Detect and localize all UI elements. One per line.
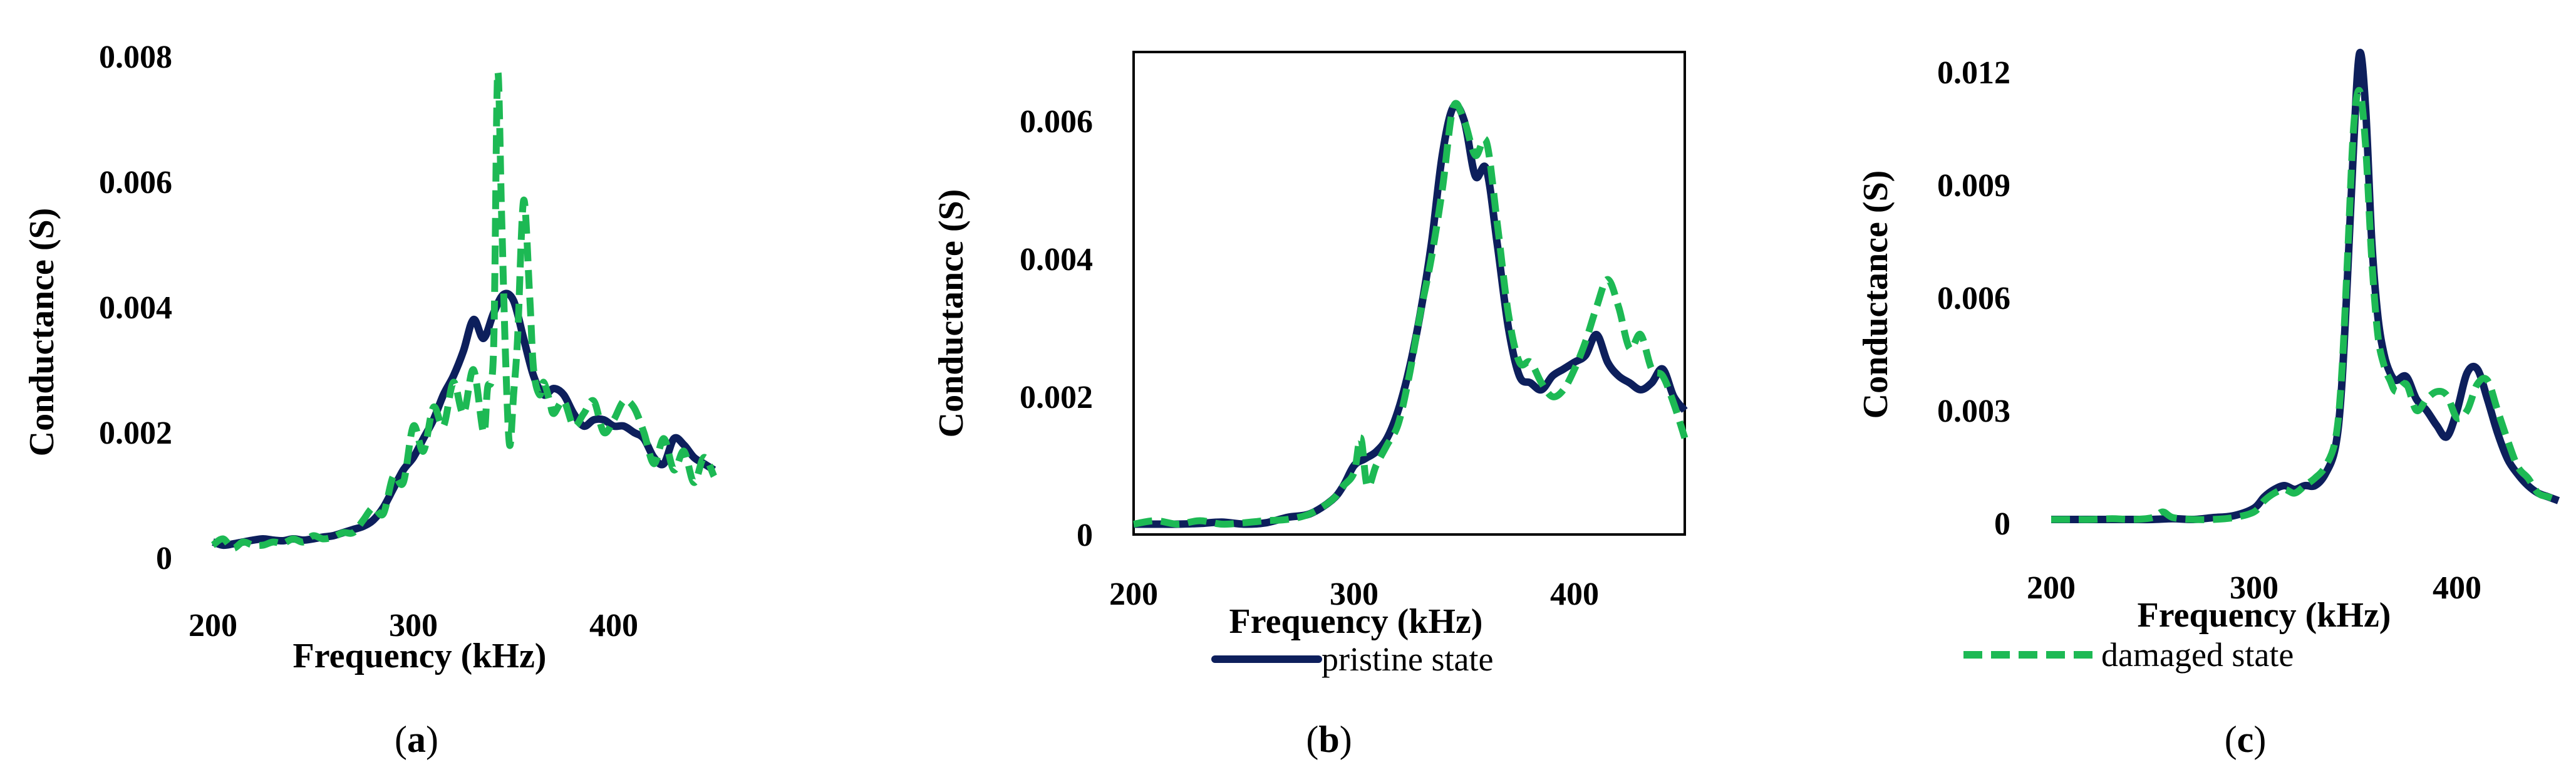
damaged-series-line-a <box>210 68 718 552</box>
ytick-label-c-0: 0 <box>1994 506 2010 542</box>
chart-panel-a: 0 0.002 0.004 0.006 0.008 200 300 400 Conductan… <box>23 39 718 760</box>
ytick-label-b-2: 0.004 <box>1020 242 1093 278</box>
xtick-label-a-2: 400 <box>589 608 638 644</box>
plot-area-a <box>210 68 718 552</box>
ylabel-c: Conductance (S) <box>1856 170 1895 419</box>
ytick-label-a-2: 0.004 <box>99 290 172 326</box>
plot-area-b <box>1133 100 1689 528</box>
ytick-label-c-2: 0.006 <box>1937 281 2010 316</box>
ytick-label-a-4: 0.008 <box>99 39 172 75</box>
caption-b: (b) <box>1306 719 1352 760</box>
xtick-label-b-0: 200 <box>1109 576 1158 612</box>
caption-letter-a: a <box>407 719 426 760</box>
ytick-label-b-3: 0.006 <box>1020 104 1093 140</box>
ytick-label-b-1: 0.002 <box>1020 380 1093 415</box>
chart-panel-b: 0 0.002 0.004 0.006 200 300 400 Conductance (S… <box>932 51 1689 760</box>
legend-damaged-label: damaged state <box>2101 636 2294 674</box>
xtick-label-c-2: 400 <box>2433 570 2481 606</box>
xtick-label-a-0: 200 <box>189 608 237 644</box>
ytick-label-a-0: 0 <box>156 541 172 576</box>
tick-labels-b: 0 0.002 0.004 0.006 200 300 400 <box>1020 104 1599 612</box>
legend-damaged: damaged state <box>1963 636 2294 674</box>
xtick-label-c-0: 200 <box>2027 570 2076 606</box>
pristine-series-line-b <box>1134 101 1688 528</box>
ytick-label-c-4: 0.012 <box>1937 55 2010 91</box>
ytick-label-a-3: 0.006 <box>99 165 172 201</box>
tick-labels-c: 0 0.003 0.006 0.009 0.012 200 300 400 <box>1937 55 2481 606</box>
ytick-label-c-1: 0.003 <box>1937 394 2010 429</box>
xtick-label-b-1: 300 <box>1330 576 1379 612</box>
chart-panel-c: 0 0.003 0.006 0.009 0.012 200 300 400 Conductan… <box>1856 48 2560 760</box>
xlabel-c: Frequency (kHz) <box>2138 596 2391 635</box>
plot-area-c <box>2051 48 2560 524</box>
pristine-series-line-c <box>2051 48 2560 524</box>
legend-pristine-label: pristine state <box>1322 640 1493 678</box>
xlabel-a: Frequency (kHz) <box>293 637 547 675</box>
caption-a: (a) <box>395 719 438 760</box>
damaged-series-line-c <box>2051 86 2560 523</box>
ylabel-b: Conductance (S) <box>932 189 971 438</box>
legend-pristine: pristine state <box>1211 640 1493 678</box>
caption-letter-c: c <box>2237 719 2254 760</box>
plot-frame-b <box>1132 51 1686 536</box>
caption-c: (c) <box>2225 719 2267 760</box>
ytick-label-c-3: 0.009 <box>1937 168 2010 204</box>
ytick-label-a-1: 0.002 <box>99 415 172 451</box>
tick-labels-a: 0 0.002 0.004 0.006 0.008 200 300 400 <box>99 39 638 644</box>
xtick-label-a-1: 300 <box>389 608 438 644</box>
xtick-label-c-1: 300 <box>2230 570 2279 606</box>
caption-letter-b: b <box>1318 719 1339 760</box>
damaged-series-line-b <box>1133 100 1689 528</box>
xlabel-b: Frequency (kHz) <box>1229 602 1483 641</box>
ylabel-a: Conductance (S) <box>23 208 61 457</box>
ytick-label-b-0: 0 <box>1077 518 1093 553</box>
xtick-label-b-2: 400 <box>1550 576 1599 612</box>
